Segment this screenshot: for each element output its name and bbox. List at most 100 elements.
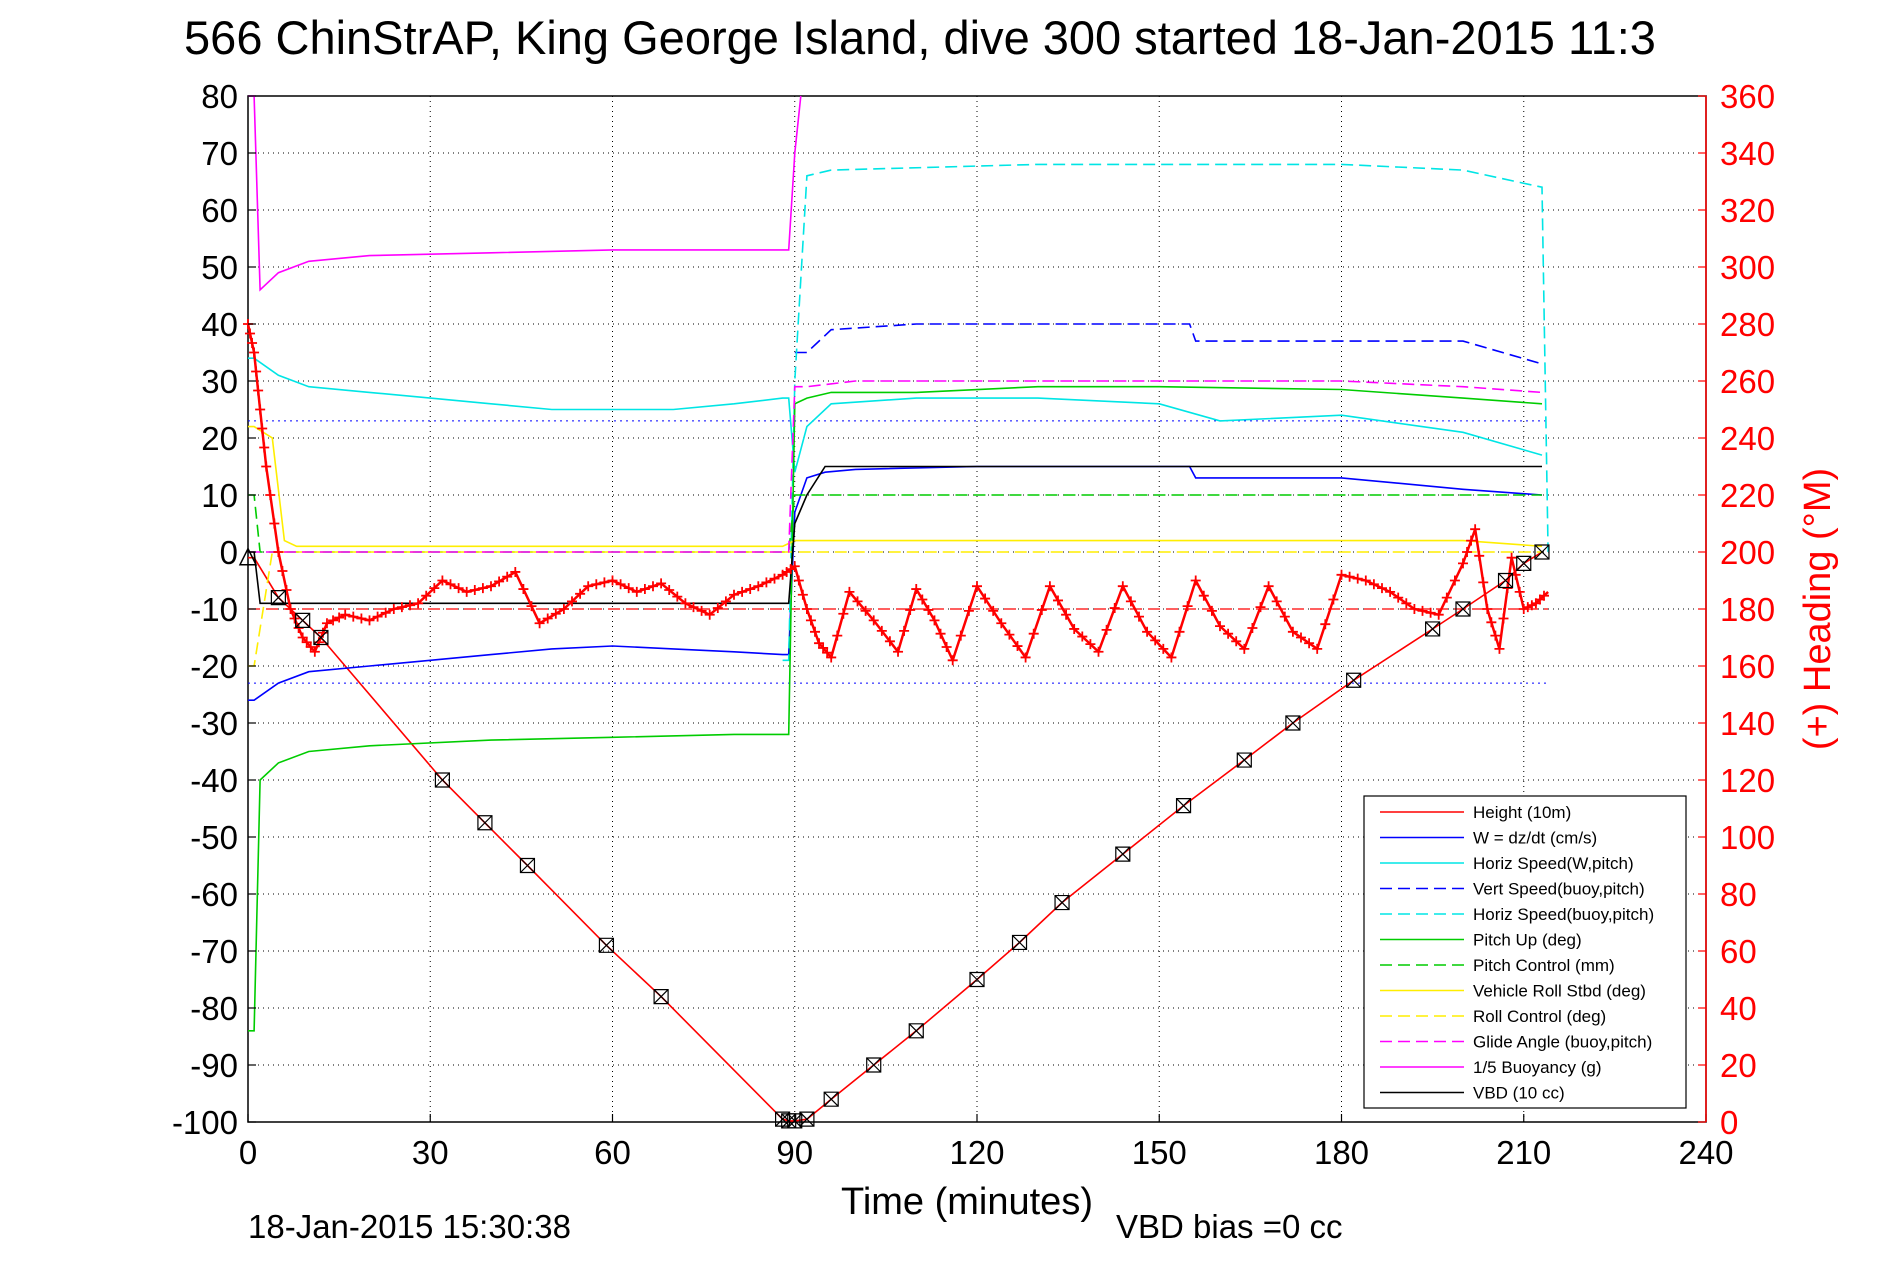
heading-point <box>1328 594 1339 605</box>
height-marker <box>799 1111 815 1127</box>
height-marker <box>519 857 536 874</box>
heading-point <box>285 604 296 614</box>
heading-point <box>245 328 256 339</box>
height-marker <box>866 1057 882 1073</box>
heading-point <box>251 366 262 377</box>
y-tick-label: -50 <box>190 819 238 856</box>
heading-point <box>1486 617 1497 628</box>
legend-label: Glide Angle (buoy,pitch) <box>1473 1033 1652 1052</box>
x-tick-label: 30 <box>412 1134 449 1171</box>
heading-point <box>876 625 887 636</box>
heading-point <box>1462 547 1473 557</box>
heading-point <box>1336 569 1347 580</box>
heading-point <box>1134 611 1144 622</box>
heading-point <box>745 584 756 595</box>
y-tick-label: 0 <box>220 534 238 571</box>
legend-label: VBD (10 cc) <box>1473 1084 1565 1103</box>
y2-tick-label: 0 <box>1720 1104 1738 1141</box>
y2-tick-label: 240 <box>1720 420 1775 457</box>
x-tick-label: 0 <box>239 1134 257 1171</box>
x-axis-ticks: 0 30 60 90 120 150 180 210 240 <box>239 1114 1734 1171</box>
heading-point <box>259 442 270 453</box>
heading-point <box>1166 652 1177 663</box>
heading-point <box>1470 524 1481 535</box>
legend-label: Vehicle Roll Stbd (deg) <box>1473 982 1646 1001</box>
heading-point <box>1174 626 1185 637</box>
y2-tick-label: 20 <box>1720 1047 1757 1084</box>
height-marker <box>1285 715 1301 731</box>
heading-point <box>461 586 472 597</box>
x-axis-label: Time (minutes) <box>841 1181 1093 1223</box>
heading-point <box>1231 636 1242 647</box>
height-marker <box>1175 798 1192 814</box>
heading-point <box>1012 641 1023 652</box>
y2-tick-label: 260 <box>1720 363 1775 400</box>
height-marker <box>823 1091 839 1107</box>
heading-point <box>558 604 569 614</box>
heading-point <box>1409 604 1420 614</box>
heading-point <box>486 581 496 592</box>
y2-tick-label: 160 <box>1720 648 1775 685</box>
heading-point <box>469 585 480 595</box>
heading-point <box>838 608 849 619</box>
y2-tick-label: 40 <box>1720 990 1757 1027</box>
y2-tick-label: 200 <box>1720 534 1775 571</box>
heading-point <box>334 612 345 623</box>
heading-point <box>905 604 916 615</box>
heading-point <box>712 603 723 614</box>
heading-point <box>664 585 675 595</box>
series-line <box>248 95 802 292</box>
heading-point <box>1498 613 1509 624</box>
heading-point <box>639 584 650 595</box>
heading-point <box>607 575 618 586</box>
y-tick-label: -90 <box>190 1047 238 1084</box>
y2-tick-label: 120 <box>1720 762 1775 799</box>
heading-point <box>1312 643 1323 654</box>
y-tick-label: -30 <box>190 705 238 742</box>
heading-point <box>1377 583 1387 594</box>
heading-point <box>1401 598 1412 609</box>
heading-point <box>1044 581 1055 592</box>
heading-point <box>1393 592 1404 603</box>
heading-point <box>844 586 855 597</box>
series-line <box>782 163 1549 662</box>
heading-point <box>1458 558 1468 569</box>
heading-point <box>737 586 748 597</box>
heading-point <box>1255 602 1266 613</box>
heading-point <box>277 566 288 576</box>
heading-point <box>494 576 505 587</box>
heading-point <box>1506 552 1517 563</box>
heading-point <box>769 573 780 584</box>
height-marker <box>1425 621 1441 637</box>
heading-point <box>445 579 456 590</box>
heading-point <box>1425 607 1436 618</box>
heading-point <box>860 605 871 616</box>
series-line <box>248 425 1543 548</box>
heading-point <box>453 583 464 594</box>
heading-point <box>1142 626 1153 637</box>
heading-point <box>623 583 634 594</box>
heading-point <box>1482 604 1493 614</box>
heading-point <box>1182 601 1193 612</box>
heading-point <box>328 615 339 626</box>
heading-point <box>273 547 284 557</box>
y-axis-ticks: 80 70 60 50 40 30 20 10 0 -10 -20 -30 -40 -50 -60 -70 -8… <box>172 78 256 1141</box>
height-marker <box>434 772 450 788</box>
heading-point <box>1053 595 1063 606</box>
legend-label: Horiz Speed(buoy,pitch) <box>1473 905 1654 924</box>
heading-point <box>1247 623 1258 633</box>
height-marker <box>1455 601 1471 617</box>
footer-vbd-bias: VBD bias =0 cc <box>1116 1208 1343 1245</box>
heading-point <box>364 615 375 626</box>
heading-point <box>421 590 432 601</box>
heading-point <box>911 584 922 595</box>
chart-title: 566 ChinStrAP, King George Island, dive … <box>184 11 1656 64</box>
y-tick-label: 80 <box>201 78 238 115</box>
heading-point <box>1344 571 1355 582</box>
height-marker <box>1346 672 1362 688</box>
height-marker <box>295 612 311 628</box>
heading-point <box>1368 579 1379 590</box>
legend-label: Pitch Up (deg) <box>1473 931 1582 950</box>
start-marker <box>238 547 258 566</box>
